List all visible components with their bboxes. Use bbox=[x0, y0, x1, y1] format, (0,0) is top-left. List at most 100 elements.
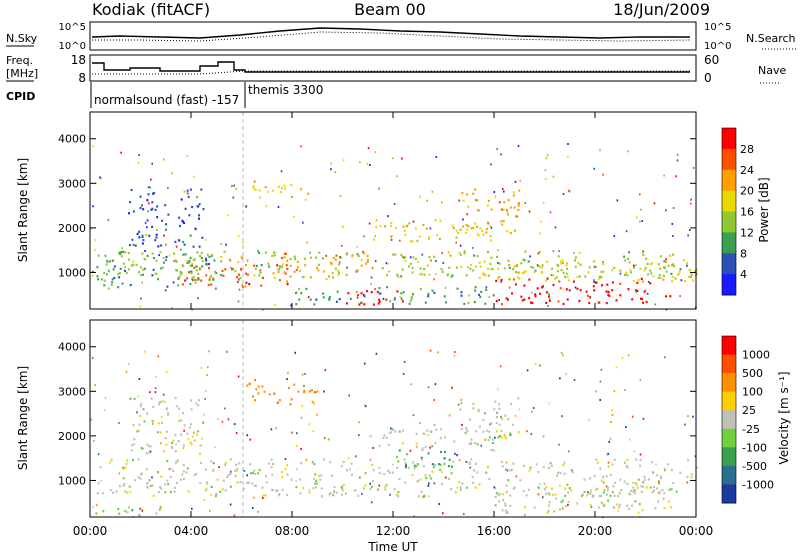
velocity-pixel bbox=[160, 475, 163, 478]
velocity-pixel bbox=[466, 430, 469, 433]
power-pixel bbox=[182, 240, 185, 244]
power-pixel bbox=[600, 270, 603, 273]
velocity-speckle bbox=[603, 489, 606, 492]
noise-panel-frame bbox=[89, 21, 697, 51]
velocity-speckle bbox=[162, 393, 165, 396]
power-speckle bbox=[431, 190, 434, 193]
velocity-speckle bbox=[480, 444, 483, 447]
freq-panel-frame bbox=[89, 54, 697, 82]
velocity-speckle bbox=[537, 493, 540, 496]
velocity-speckle bbox=[149, 450, 152, 453]
power-pixel bbox=[376, 290, 379, 294]
velocity-pixel bbox=[632, 481, 635, 484]
power-pixel bbox=[300, 292, 303, 295]
velocity-speckle bbox=[518, 408, 521, 411]
velocity-pixel bbox=[496, 411, 499, 414]
velocity-pixel bbox=[512, 462, 515, 465]
power-speckle bbox=[574, 286, 577, 289]
velocity-speckle bbox=[687, 415, 689, 418]
power-cbar-tick: 12 bbox=[740, 226, 754, 239]
velocity-speckle bbox=[187, 438, 190, 441]
velocity-pixel bbox=[329, 492, 332, 495]
power-pixel bbox=[462, 199, 465, 202]
velocity-pixel bbox=[312, 487, 315, 490]
power-pixel bbox=[561, 262, 564, 265]
power-pixel bbox=[151, 274, 154, 277]
velocity-speckle bbox=[97, 453, 100, 456]
power-pixel bbox=[188, 214, 191, 217]
power-speckle bbox=[447, 251, 450, 254]
power-speckle bbox=[433, 278, 435, 281]
velocity-pixel bbox=[180, 478, 182, 481]
power-pixel bbox=[436, 234, 439, 237]
velocity-pixel bbox=[424, 474, 427, 477]
velocity-pixel bbox=[460, 402, 463, 405]
velocity-speckle bbox=[358, 434, 360, 436]
power-pixel bbox=[180, 198, 183, 201]
power-pixel bbox=[113, 265, 116, 268]
power-pixel bbox=[482, 272, 485, 275]
power-pixel bbox=[560, 260, 563, 263]
velocity-speckle bbox=[608, 440, 610, 443]
velocity-pixel bbox=[450, 488, 453, 491]
velocity-speckle bbox=[250, 472, 252, 475]
velocity-pixel bbox=[509, 504, 512, 507]
velocity-pixel bbox=[314, 482, 317, 485]
velocity-speckle bbox=[500, 415, 502, 418]
velocity-pixel bbox=[602, 481, 605, 484]
velocity-speckle bbox=[207, 366, 209, 369]
power-speckle bbox=[235, 188, 238, 190]
velocity-pixel bbox=[158, 403, 161, 406]
velocity-speckle bbox=[369, 482, 371, 485]
power-pixel bbox=[459, 228, 462, 231]
power-pixel bbox=[441, 270, 444, 273]
velocity-pixel bbox=[286, 473, 289, 476]
velocity-pixel bbox=[320, 487, 323, 490]
power-speckle bbox=[633, 264, 635, 267]
power-speckle bbox=[92, 145, 94, 148]
velocity-pixel bbox=[166, 460, 169, 463]
power-pixel bbox=[677, 273, 680, 276]
power-pixel bbox=[477, 234, 480, 237]
velocity-pixel bbox=[425, 476, 428, 480]
velocity-pixel bbox=[478, 483, 481, 486]
velocity-pixel bbox=[669, 506, 672, 509]
velocity-speckle bbox=[605, 485, 608, 488]
velocity-speckle bbox=[427, 484, 430, 487]
power-cbar-swatch bbox=[722, 253, 736, 275]
velocity-speckle bbox=[200, 367, 203, 369]
velocity-speckle bbox=[304, 373, 306, 375]
power-pixel bbox=[467, 205, 470, 208]
power-pixel bbox=[253, 274, 256, 277]
velocity-speckle bbox=[205, 390, 207, 392]
velocity-pixel bbox=[199, 444, 202, 447]
velocity-pixel bbox=[141, 472, 143, 475]
velocity-pixel bbox=[315, 486, 318, 489]
power-pixel bbox=[184, 253, 187, 256]
velocity-pixel bbox=[663, 507, 666, 510]
power-pixel bbox=[636, 281, 639, 284]
velocity-pixel bbox=[364, 472, 367, 475]
power-pixel bbox=[414, 227, 417, 230]
velocity-pixel bbox=[392, 471, 394, 474]
power-speckle bbox=[544, 178, 547, 180]
power-pixel bbox=[127, 268, 130, 271]
power-speckle bbox=[573, 251, 575, 254]
power-speckle bbox=[567, 143, 569, 145]
velocity-pixel bbox=[267, 462, 270, 465]
velocity-pixel bbox=[131, 509, 134, 512]
power-pixel bbox=[527, 260, 530, 263]
power-pixel bbox=[208, 262, 210, 266]
velocity-speckle bbox=[294, 351, 296, 354]
power-pixel bbox=[558, 280, 561, 283]
nave-label: Nave bbox=[758, 64, 786, 77]
velocity-pixel bbox=[657, 500, 660, 503]
velocity-pixel bbox=[595, 458, 598, 461]
velocity-pixel bbox=[667, 500, 670, 503]
power-pixel bbox=[545, 291, 548, 294]
power-speckle bbox=[196, 196, 198, 199]
power-pixel bbox=[290, 184, 293, 187]
power-pixel bbox=[585, 290, 588, 293]
velocity-pixel bbox=[369, 487, 372, 490]
